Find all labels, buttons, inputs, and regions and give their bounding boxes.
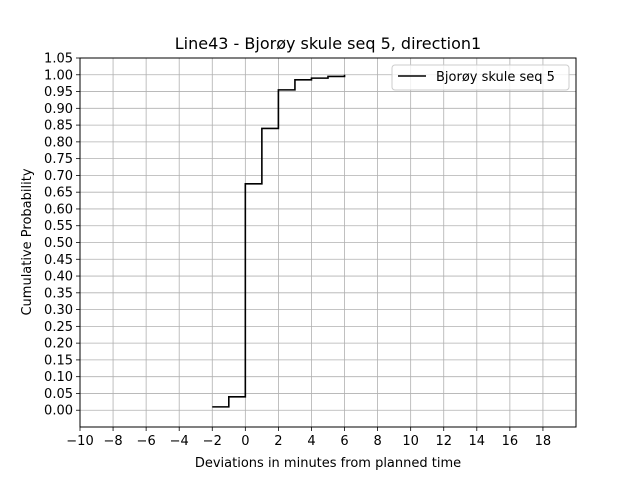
legend-box [391,64,570,91]
y-tick-label: 0.50 [44,236,73,251]
x-tick-label: 10 [402,434,419,449]
x-tick-label: 4 [307,434,315,449]
series-step-line [212,74,346,408]
x-tick-label: −4 [170,434,189,449]
y-axis-label: Cumulative Probability [20,168,35,315]
y-tick-label: 0.65 [44,186,73,201]
y-tick-label: 0.15 [44,353,73,368]
y-tick-label: 0.75 [44,152,73,167]
x-tick-label: −6 [137,434,156,449]
x-tick-label: 8 [373,434,381,449]
y-tick-label: 0.55 [44,219,73,234]
x-tick-label: −8 [103,434,122,449]
y-tick-label: 1.05 [44,52,73,67]
y-tick-label: 0.35 [44,286,73,301]
y-tick-label: 0.60 [44,202,73,217]
legend-label: Bjorøy skule seq 5 [436,70,555,85]
tick-layer: −10 −8 −6 −4 −2 0 2 4 6 8 10 12 14 16 18 0.00 0.05 0.10 0.… [44,52,551,450]
x-tick-label: 6 [340,434,348,449]
x-tick-label: 14 [469,434,486,449]
x-axis-label: Deviations in minutes from planned time [195,456,461,471]
x-tick-label: 2 [274,434,282,449]
x-tick-label: 18 [535,434,552,449]
series-layer [212,74,346,408]
y-tick-label: 0.05 [44,387,73,402]
x-tick-label: 12 [435,434,452,449]
y-tick-label: 0.90 [44,102,73,117]
x-tick-label: 0 [241,434,249,449]
y-tick-label: 0.95 [44,85,73,100]
y-tick-label: 0.20 [44,337,73,352]
y-tick-label: 0.70 [44,169,73,184]
y-tick-label: 0.10 [44,370,73,385]
y-tick-label: 0.30 [44,303,73,318]
y-tick-label: 0.85 [44,119,73,134]
y-tick-label: 1.00 [44,68,73,83]
y-tick-label: 0.45 [44,253,73,268]
y-tick-label: 0.25 [44,320,73,335]
y-tick-label: 0.80 [44,135,73,150]
y-tick-label: 0.00 [44,404,73,419]
chart-title: Line43 - Bjorøy skule seq 5, direction1 [175,34,481,53]
x-tick-label: −2 [203,434,222,449]
legend: Bjorøy skule seq 5 [391,64,570,91]
x-tick-label: −10 [66,434,93,449]
x-tick-label: 16 [502,434,519,449]
y-tick-label: 0.40 [44,270,73,285]
